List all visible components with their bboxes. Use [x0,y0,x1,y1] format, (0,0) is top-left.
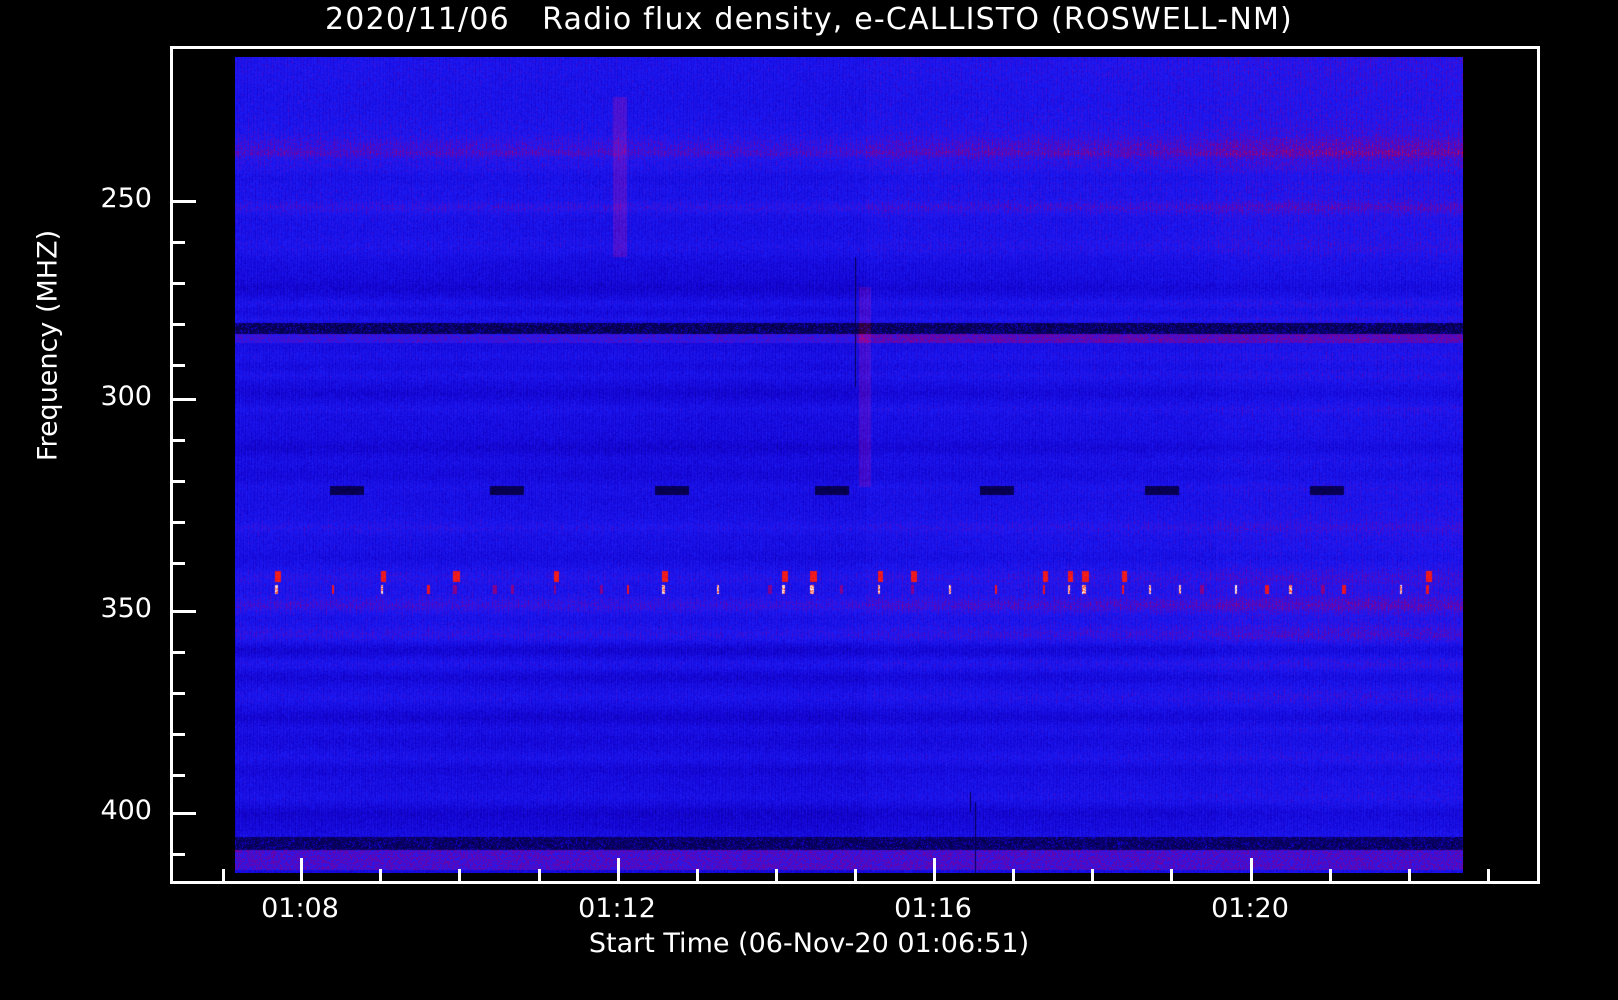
x-tick-label: 01:16 [894,893,972,924]
y-tick [170,610,196,613]
x-tick-label: 01:08 [261,893,339,924]
x-tick [1250,858,1253,884]
x-tick [775,869,778,884]
x-tick [1091,869,1094,884]
y-tick [170,651,185,654]
y-tick-label: 250 [100,183,152,214]
x-tick [1408,869,1411,884]
y-tick [170,521,185,524]
x-tick [1012,869,1015,884]
x-tick [379,869,382,884]
x-tick [1487,869,1490,884]
x-axis-label: Start Time (06-Nov-20 01:06:51) [588,928,1030,959]
spectrogram-image [235,57,1463,873]
x-tick [222,869,225,884]
y-tick [170,812,196,815]
y-tick-label: 300 [100,381,152,412]
x-tick [458,869,461,884]
x-tick-label: 01:20 [1211,893,1289,924]
x-tick [854,869,857,884]
y-tick [170,241,185,244]
y-tick [170,480,185,483]
y-tick [170,774,185,777]
y-tick [170,439,185,442]
x-tick [538,869,541,884]
chart-title: 2020/11/06 Radio flux density, e-CALLIST… [325,2,1293,37]
y-tick [170,562,185,565]
x-tick [1170,869,1173,884]
y-tick-label: 400 [100,795,152,826]
y-axis-label: Frequency (MHZ) [32,229,64,462]
y-tick [170,733,185,736]
y-tick [170,853,185,856]
x-tick [696,869,699,884]
x-tick [300,858,303,884]
x-tick [1329,869,1332,884]
y-tick [170,282,185,285]
spectrogram-canvas [235,57,1463,873]
y-tick-label: 350 [100,593,152,624]
y-tick [170,200,196,203]
y-tick [170,398,196,401]
y-tick [170,692,185,695]
x-tick [617,858,620,884]
y-tick [170,323,185,326]
x-tick [933,858,936,884]
x-tick-label: 01:12 [578,893,656,924]
y-tick [170,364,185,367]
